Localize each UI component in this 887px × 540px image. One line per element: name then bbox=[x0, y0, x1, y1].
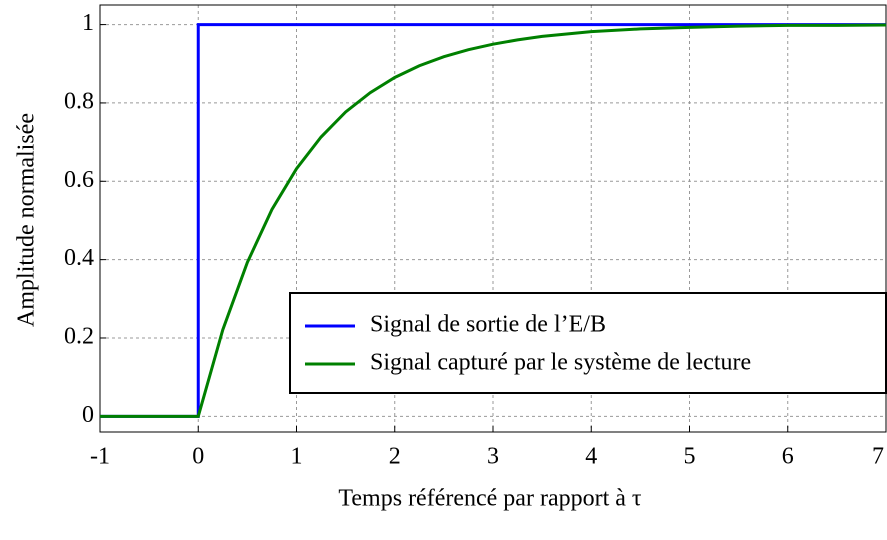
plot-frame bbox=[99, 4, 887, 433]
y-tick-label: 0.6 bbox=[64, 167, 94, 193]
y-tick-label: 0.8 bbox=[64, 88, 94, 114]
y-tick-label: 0.4 bbox=[64, 245, 94, 271]
x-tick-label: 4 bbox=[585, 444, 597, 470]
legend-box bbox=[289, 292, 887, 394]
y-tick-label: 0.2 bbox=[64, 323, 94, 349]
x-axis-label: Temps référencé par rapport à τ bbox=[338, 486, 641, 512]
x-tick-label: 5 bbox=[684, 444, 696, 470]
x-tick-label: 0 bbox=[192, 444, 204, 470]
x-tick-label: -1 bbox=[90, 444, 110, 470]
legend-label: Signal de sortie de l’E/B bbox=[370, 312, 606, 338]
x-tick-label: 3 bbox=[487, 444, 499, 470]
legend: Signal de sortie de l’E/B Signal capturé … bbox=[289, 292, 887, 394]
legend-label: Signal capturé par le système de lecture bbox=[370, 350, 751, 376]
x-tick-label: 2 bbox=[389, 444, 401, 470]
x-tick-label: 7 bbox=[872, 444, 884, 470]
x-tick-label: 1 bbox=[291, 444, 303, 470]
y-tick-label: 1 bbox=[82, 10, 94, 36]
series-line bbox=[100, 23, 887, 418]
y-tick-label: 0 bbox=[82, 402, 94, 428]
x-tick-label: 6 bbox=[782, 444, 794, 470]
y-axis-label: Amplitude normalisée bbox=[14, 113, 40, 327]
